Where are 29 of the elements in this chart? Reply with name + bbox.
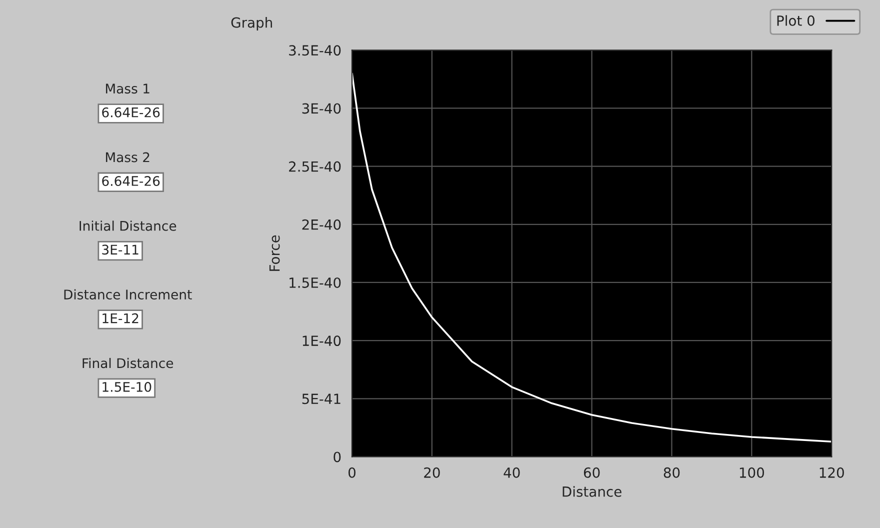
y-tick-label: 0	[334, 452, 341, 462]
text: 6.64E-26	[102, 107, 160, 118]
y-tick-label: 3E-40	[302, 103, 341, 114]
text: 1.5E-10	[102, 382, 152, 392]
y-tick-label: 3.5E-40	[289, 45, 341, 56]
x-tick-label: 20	[424, 467, 440, 478]
y-tick-label: 2E-40	[302, 219, 341, 230]
text: Initial Distance	[80, 220, 176, 231]
text: Mass 2	[106, 152, 150, 162]
text: 6.64E-26	[102, 176, 160, 186]
x-axis-title: Distance	[562, 486, 622, 497]
text: 1E-12	[102, 313, 138, 324]
text: Distance Increment	[64, 289, 192, 300]
x-tick-label: 40	[504, 467, 520, 478]
text: Final Distance	[82, 358, 174, 368]
y-tick-label: 2.5E-40	[289, 161, 341, 172]
x-tick-label: 100	[740, 467, 764, 478]
x-tick-label: 0	[348, 467, 356, 478]
y-tick-label: 1.5E-40	[290, 277, 341, 288]
text: 3E-11	[102, 244, 138, 255]
y-tick-label: 5E-41	[302, 394, 340, 404]
text: Plot 0	[777, 15, 814, 26]
x-tick-label: 80	[664, 467, 680, 478]
y-axis-title: Force	[269, 235, 280, 271]
x-tick-label: 120	[820, 467, 844, 478]
text: Mass 1	[106, 84, 150, 94]
x-tick-label: 60	[584, 467, 600, 478]
chart-title: Graph	[231, 17, 272, 30]
y-tick-label: 1E-40	[302, 336, 341, 346]
